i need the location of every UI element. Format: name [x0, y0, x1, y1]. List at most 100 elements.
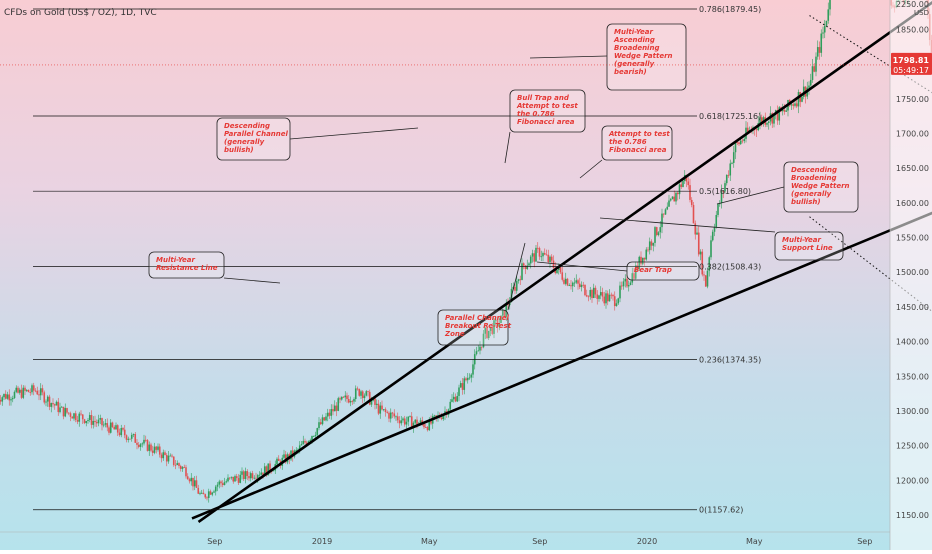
candle-body	[644, 258, 646, 260]
candle-body	[679, 184, 681, 194]
candle-body	[211, 493, 213, 495]
y-tick-label: 1550.00	[896, 234, 929, 243]
candle-body	[225, 481, 227, 482]
candle-body	[663, 214, 665, 215]
candle-body	[204, 494, 206, 497]
candle-body	[707, 271, 709, 287]
candle-body	[794, 103, 796, 105]
candle-body	[792, 104, 794, 106]
last-price-countdown: 05:49:17	[893, 66, 929, 75]
candle-body	[584, 285, 586, 295]
candle-body	[563, 280, 565, 284]
candle-body	[196, 480, 198, 488]
candle-body	[222, 483, 224, 485]
candle-body	[567, 279, 569, 286]
candle-body	[714, 227, 716, 232]
candle-body	[565, 279, 567, 284]
candle-body	[253, 478, 255, 479]
candle-body	[661, 214, 663, 228]
candle-body	[659, 227, 661, 232]
candle-body	[101, 418, 103, 425]
candle-body	[367, 391, 369, 392]
candle-body	[376, 404, 378, 405]
fib-label: 0(1157.62)	[699, 506, 743, 515]
candle-body	[698, 233, 700, 255]
candle-body	[598, 295, 600, 298]
candle-body	[82, 414, 84, 419]
candle-body	[168, 456, 170, 462]
candle-body	[70, 413, 72, 417]
candle-body	[586, 295, 588, 296]
candle-body	[628, 285, 630, 286]
candle-body	[476, 351, 478, 354]
candle-body	[64, 408, 66, 416]
candle-body	[343, 397, 345, 398]
candle-body	[96, 422, 98, 423]
y-tick-label: 1700.00	[896, 129, 929, 138]
annotation-leader	[224, 278, 280, 283]
candle-body	[626, 279, 628, 287]
candle-body	[276, 459, 278, 464]
candle-body	[227, 478, 229, 482]
candle-body	[332, 409, 334, 411]
fib-label: 0.382(1508.43)	[699, 262, 761, 271]
candle-body	[252, 473, 254, 478]
candle-body	[425, 427, 427, 428]
candle-body	[530, 257, 532, 264]
candle-body	[316, 428, 318, 435]
candle-body	[248, 476, 250, 478]
candle-body	[243, 471, 245, 479]
candle-body	[518, 279, 520, 281]
candle-body	[572, 283, 574, 287]
candle-body	[187, 476, 189, 479]
candle-body	[577, 280, 579, 283]
candle-body	[348, 399, 350, 402]
candle-body	[176, 463, 178, 465]
candle-body	[318, 422, 320, 428]
candle-body	[124, 430, 126, 436]
candle-body	[183, 467, 185, 468]
candle-body	[427, 427, 429, 430]
candle-body	[220, 482, 222, 484]
candle-body	[350, 401, 352, 403]
candle-body	[148, 445, 150, 451]
candle-body	[117, 425, 119, 432]
x-tick-label: Sep	[207, 537, 222, 546]
candle-body	[656, 227, 658, 235]
candle-body	[295, 450, 297, 451]
candle-body	[84, 419, 86, 423]
candle-body	[164, 452, 166, 455]
candle-body	[693, 205, 695, 223]
candle-body	[98, 420, 100, 424]
candle-body	[547, 255, 549, 262]
x-tick-label: 2019	[312, 537, 332, 546]
x-tick-label: 2020	[637, 537, 657, 546]
last-price-label: 1798.81	[893, 56, 930, 65]
candle-body	[89, 415, 91, 420]
y-tick-label: 1350.00	[896, 372, 929, 381]
candle-body	[649, 241, 651, 250]
candle-body	[138, 445, 140, 447]
candle-body	[654, 227, 656, 243]
candle-body	[479, 347, 481, 351]
candle-body	[24, 388, 26, 391]
candle-body	[10, 399, 12, 400]
candle-body	[682, 181, 684, 187]
candle-body	[687, 181, 689, 185]
candle-body	[77, 420, 79, 422]
candle-body	[43, 392, 45, 402]
candle-body	[323, 417, 325, 420]
candle-body	[595, 288, 597, 295]
candle-body	[756, 129, 758, 130]
candle-body	[458, 387, 460, 395]
candle-body	[596, 294, 598, 298]
candle-body	[729, 163, 731, 175]
annotation-text: Bear Trap	[634, 266, 672, 274]
candle-body	[126, 435, 128, 440]
candle-body	[672, 197, 674, 200]
candle-body	[658, 232, 660, 235]
x-tick-label: Sep	[532, 537, 547, 546]
candle-body	[133, 434, 135, 435]
candle-body	[766, 123, 768, 125]
